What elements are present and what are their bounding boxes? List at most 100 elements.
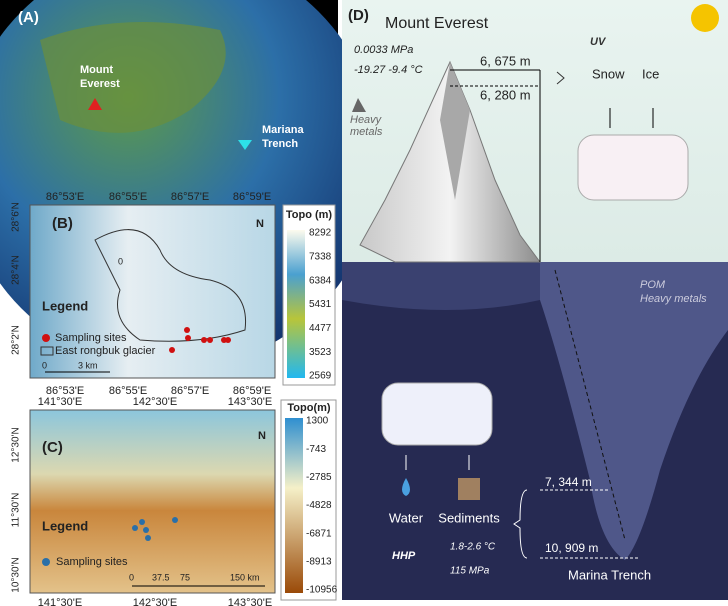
ocean-metals: Heavy metals <box>640 293 707 305</box>
site <box>185 335 191 341</box>
snow: Snow <box>592 66 625 81</box>
trench-water <box>540 262 728 560</box>
colorbar-tick: 2569 <box>309 371 332 382</box>
heavy-metals: Heavy <box>350 114 383 126</box>
y-tick-label: 28°4'N <box>11 255 22 285</box>
y-tick-label: 28°6'N <box>11 202 22 232</box>
site <box>143 527 149 533</box>
site <box>201 337 207 343</box>
site <box>145 535 151 541</box>
panel-label: (B) <box>52 215 73 232</box>
colorbar-tick: 1300 <box>306 416 329 427</box>
colorbar-tick: -4828 <box>306 500 332 511</box>
glacier-outline <box>94 229 247 342</box>
ice: Ice <box>642 66 659 81</box>
colorbar-tick: 8292 <box>309 228 332 239</box>
height: 6, 675 m <box>480 53 531 68</box>
panel-label: (C) <box>42 439 63 456</box>
north: N <box>258 430 266 442</box>
colorbar-tick: 4477 <box>309 323 332 334</box>
site <box>169 347 175 353</box>
metals-icon <box>352 98 366 112</box>
shelf <box>342 262 540 310</box>
legend-dot <box>42 334 50 342</box>
legend-dot <box>42 558 50 566</box>
contour-label: 0 <box>118 256 123 266</box>
water-icon <box>402 478 410 496</box>
panel-label: (D) <box>348 7 369 24</box>
colorbar <box>287 230 305 378</box>
everest-label: Mount <box>80 64 113 76</box>
y-tick-label: 28°2'N <box>11 325 22 355</box>
pressure: 0.0033 MPa <box>354 44 413 56</box>
sinking-path <box>554 269 626 541</box>
height: 6, 280 m <box>480 87 531 102</box>
y-tick-label: 12°30'N <box>11 427 22 462</box>
colorbar-tick: -743 <box>306 444 326 455</box>
site <box>132 525 138 531</box>
trench-marker <box>238 140 252 150</box>
north: N <box>256 218 264 230</box>
bracket <box>556 71 565 85</box>
deep-pressure: 115 MPa <box>450 566 490 577</box>
x-tick-label: 86°53'E <box>46 191 84 203</box>
legend-entry: Sampling sites <box>56 556 128 568</box>
y-tick-label: 10°30'N <box>11 557 22 592</box>
colorbar-tick: 3523 <box>309 347 332 358</box>
site <box>172 517 178 523</box>
colorbar-tick: 7338 <box>309 251 332 262</box>
heavy-metals: metals <box>350 126 383 138</box>
legend-entry: East rongbuk glacier <box>55 345 156 357</box>
colorbar-tick: 5431 <box>309 299 332 310</box>
panel-label: (A) <box>18 9 39 26</box>
x-tick-label: 86°55'E <box>109 191 147 203</box>
site <box>184 327 190 333</box>
scale-label: 0 <box>42 360 47 370</box>
scale-label: 0 <box>129 572 134 582</box>
map-c <box>29 409 276 594</box>
colorbar-tick: -8913 <box>306 556 332 567</box>
site <box>225 337 231 343</box>
x-tick-label: 86°55'E <box>109 385 147 397</box>
site <box>207 337 213 343</box>
sediment-icon <box>458 478 480 500</box>
colorbar-tick: -6871 <box>306 528 332 539</box>
x-tick-label: 86°53'E <box>46 385 84 397</box>
hhp: HHP <box>392 550 416 562</box>
x-tick-label: 143°30'E <box>228 597 272 606</box>
bracket <box>513 489 528 559</box>
x-tick-label: 86°59'E <box>233 385 271 397</box>
scale-label: 150 km <box>230 572 260 582</box>
legend-entry: Sampling sites <box>55 332 127 344</box>
site <box>139 519 145 525</box>
sampling-sites <box>132 517 178 541</box>
x-tick-label: 86°57'E <box>171 191 209 203</box>
sediments: Sediments <box>438 510 500 525</box>
everest-label: Everest <box>80 78 120 90</box>
mountain-name: Mount Everest <box>385 15 489 32</box>
land <box>40 22 226 133</box>
pom: POM <box>640 279 666 291</box>
deep-temperature: 1.8-2.6 °C <box>450 542 496 553</box>
trench-label: Trench <box>262 138 298 150</box>
x-tick-label: 141°30'E <box>38 396 82 408</box>
trench-label: Mariana <box>262 124 304 136</box>
colorbar <box>285 418 303 593</box>
mountain-shade <box>440 62 470 200</box>
legend-title: Legend <box>42 518 88 533</box>
legend-title: Legend <box>42 298 88 313</box>
colorbar-tick: -2785 <box>306 472 332 483</box>
sampling-sites <box>169 327 231 353</box>
x-tick-label: 143°30'E <box>228 396 272 408</box>
sun <box>691 4 719 32</box>
colorbar-title: Topo (m) <box>286 209 333 221</box>
water: Water <box>389 510 424 525</box>
depth: 7, 344 m <box>545 475 592 489</box>
y-tick-label: 11°30'N <box>11 493 22 528</box>
colorbar-tick: 6384 <box>309 275 332 286</box>
x-tick-label: 86°57'E <box>171 385 209 397</box>
x-tick-label: 141°30'E <box>38 597 82 606</box>
x-tick-label: 142°30'E <box>133 396 177 408</box>
